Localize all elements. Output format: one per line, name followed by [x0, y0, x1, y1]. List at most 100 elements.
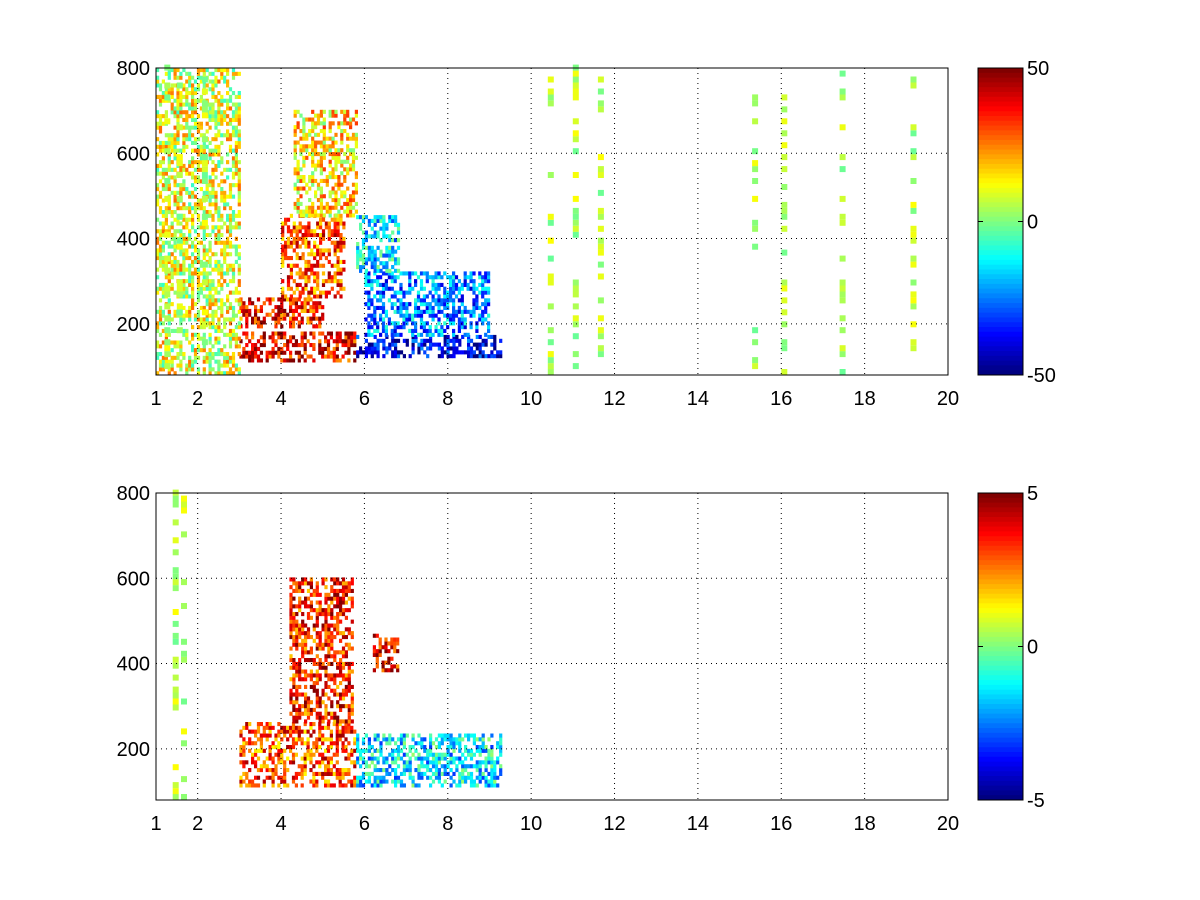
heatmap-cell	[839, 70, 846, 77]
heatmap-cell	[217, 290, 221, 295]
heatmap-cell	[426, 354, 430, 359]
heatmap-cell	[387, 275, 391, 280]
heatmap-cell	[373, 309, 377, 314]
heatmap-cell	[493, 338, 497, 343]
heatmap-cell	[349, 125, 353, 130]
heatmap-cell	[208, 286, 212, 291]
heatmap-cell	[223, 321, 227, 326]
heatmap-cell	[167, 140, 171, 145]
heatmap-cell	[330, 700, 334, 705]
heatmap-cell	[333, 692, 337, 697]
heatmap-cell	[408, 760, 412, 765]
heatmap-cell	[387, 649, 391, 654]
heatmap-cell	[408, 756, 412, 761]
heatmap-cell	[394, 249, 398, 254]
heatmap-cell	[201, 261, 208, 268]
heatmap-cell	[268, 729, 272, 734]
heatmap-cell	[467, 733, 471, 738]
heatmap-cell	[306, 711, 311, 716]
heatmap-cell	[196, 233, 201, 238]
heatmap-cell	[196, 148, 201, 153]
heatmap-cell	[202, 244, 206, 249]
heatmap-cell	[321, 737, 325, 742]
heatmap-cell	[196, 282, 201, 287]
heatmap-cell	[205, 317, 209, 322]
colorbar-step	[978, 317, 1023, 323]
heatmap-cell	[376, 783, 380, 788]
heatmap-cell	[182, 68, 186, 73]
heatmap-cell	[277, 775, 281, 780]
heatmap-cell	[391, 354, 395, 359]
heatmap-cell	[217, 367, 221, 372]
heatmap-cell	[341, 665, 346, 670]
heatmap-cell	[292, 681, 296, 686]
grid	[156, 493, 948, 800]
heatmap-cell	[396, 779, 401, 784]
heatmap-cell	[385, 253, 389, 258]
heatmap-cell	[158, 98, 163, 103]
heatmap-cell	[364, 760, 368, 765]
heatmap-cell	[199, 187, 203, 192]
heatmap-cell	[293, 205, 297, 210]
heatmap-cell	[188, 163, 192, 168]
heatmap-cell	[202, 336, 206, 341]
heatmap-cell	[391, 756, 395, 761]
heatmap-cell	[781, 106, 788, 113]
heatmap-cell	[311, 182, 315, 187]
heatmap-cell	[370, 325, 374, 330]
heatmap-cell	[321, 752, 325, 757]
heatmap-cell	[449, 752, 453, 757]
heatmap-cell	[182, 87, 186, 92]
colorbar-step	[978, 144, 1023, 151]
heatmap-cell	[334, 167, 338, 172]
heatmap-cell	[467, 342, 471, 347]
heatmap-cell	[309, 760, 313, 765]
heatmap-cell	[396, 245, 401, 250]
heatmap-cell	[781, 369, 788, 375]
heatmap-cell	[234, 367, 238, 372]
heatmap-cell	[223, 248, 227, 253]
heatmap-cell	[176, 303, 183, 310]
heatmap-cell	[156, 290, 160, 295]
heatmap-cell	[259, 737, 263, 742]
heatmap-cell	[196, 267, 201, 272]
heatmap-cell	[381, 325, 386, 330]
heatmap-cell	[394, 748, 398, 753]
heatmap-cell	[443, 764, 447, 769]
heatmap-cell	[327, 627, 331, 632]
heatmap-cell	[239, 733, 243, 738]
heatmap-cell	[226, 240, 230, 245]
heatmap-cell	[431, 741, 436, 746]
heatmap-cell	[437, 752, 441, 757]
heatmap-cell	[304, 696, 308, 701]
heatmap-cell	[353, 331, 357, 336]
heatmap-cell	[425, 294, 429, 299]
heatmap-cell	[343, 201, 347, 206]
heatmap-cell	[391, 249, 395, 254]
heatmap-cell	[211, 114, 215, 119]
heatmap-cell	[337, 209, 341, 214]
heatmap-cell	[293, 132, 297, 137]
heatmap-cell	[332, 764, 336, 769]
heatmap-cell	[316, 198, 321, 203]
heatmap-cell	[388, 764, 392, 769]
heatmap-cell	[452, 313, 456, 318]
heatmap-cell	[289, 688, 293, 693]
heatmap-cell	[490, 354, 494, 359]
heatmap-cell	[311, 163, 315, 168]
heatmap-cell	[396, 305, 400, 310]
heatmap-cell	[370, 249, 374, 254]
heatmap-cell	[211, 194, 215, 199]
heatmap-cell	[294, 725, 298, 730]
heatmap-cell	[364, 748, 368, 753]
heatmap-cell	[170, 286, 174, 291]
heatmap-cell	[487, 783, 491, 788]
heatmap-cell	[294, 729, 298, 734]
colorbar-step	[978, 312, 1023, 318]
heatmap-cell	[199, 148, 203, 153]
heatmap-cell	[318, 346, 322, 351]
heatmap-cell	[280, 297, 284, 302]
colorbar-step	[978, 106, 1023, 112]
heatmap-cell	[315, 783, 319, 788]
heatmap-cell	[382, 346, 386, 351]
